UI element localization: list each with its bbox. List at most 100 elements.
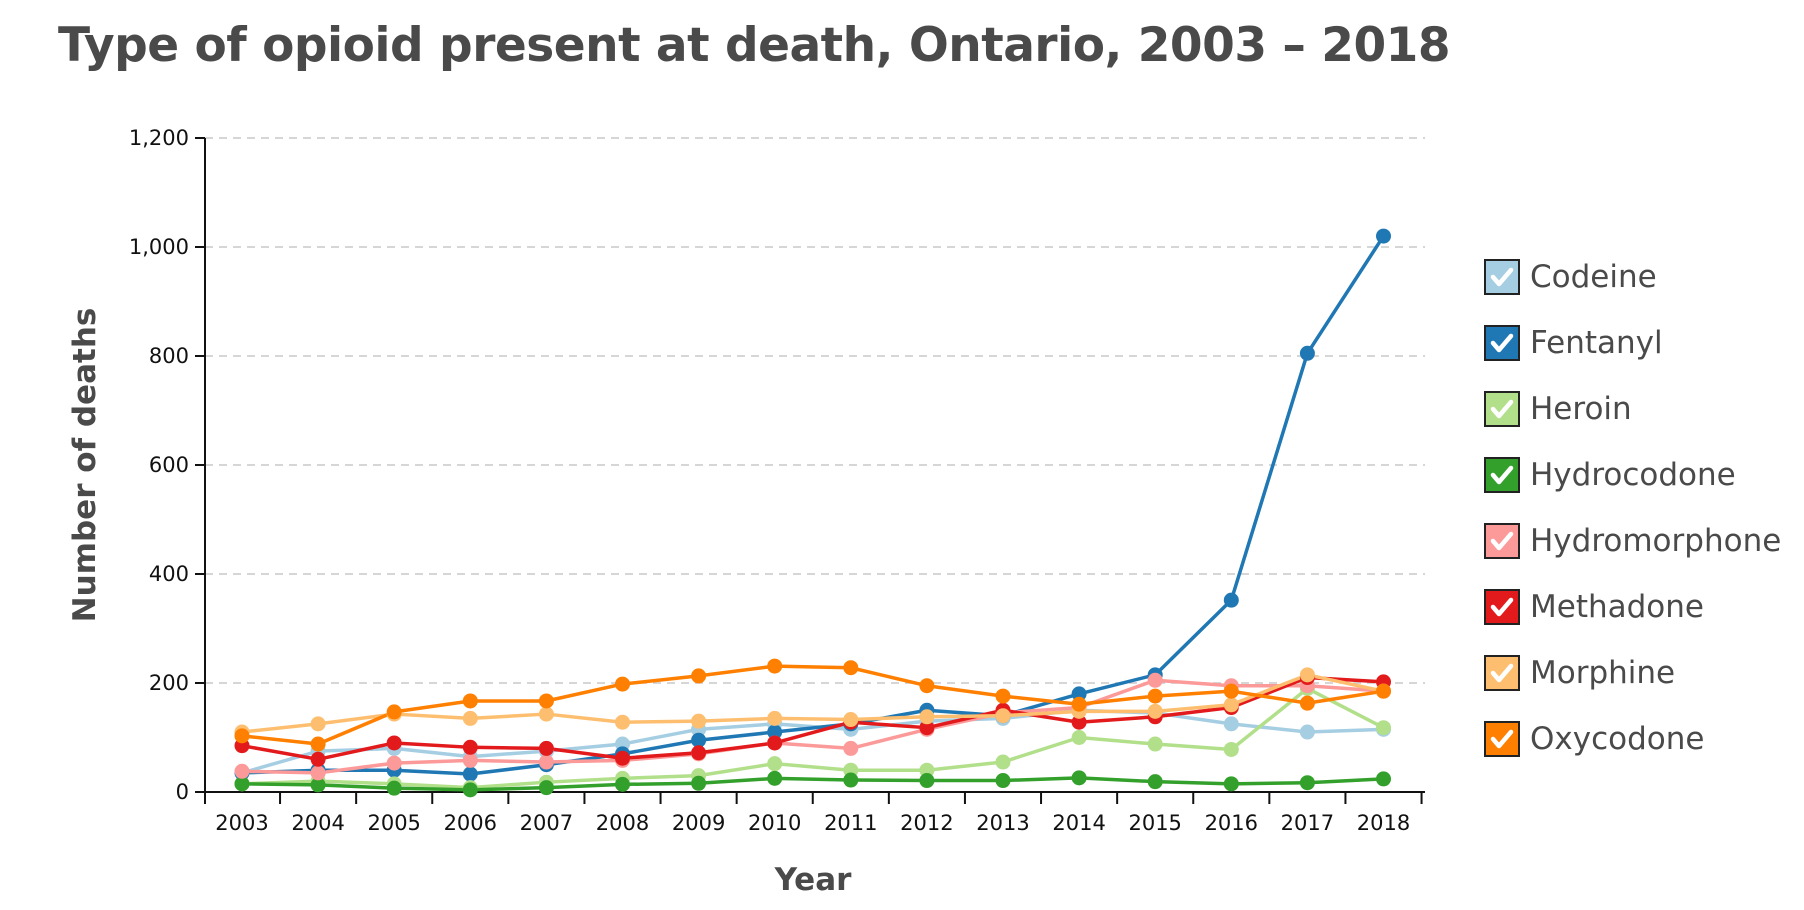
- legend-item-fentanyl[interactable]: Fentanyl: [1484, 310, 1781, 376]
- data-point-hydrocodone-2010[interactable]: [767, 770, 783, 786]
- data-point-morphine-2013[interactable]: [995, 708, 1011, 724]
- legend-item-methadone[interactable]: Methadone: [1484, 574, 1781, 640]
- data-point-morphine-2010[interactable]: [767, 710, 783, 726]
- data-point-morphine-2008[interactable]: [615, 714, 630, 730]
- data-point-morphine-2015[interactable]: [1147, 703, 1163, 719]
- data-point-fentanyl-2014[interactable]: [1071, 686, 1087, 702]
- data-point-codeine-2017[interactable]: [1299, 724, 1315, 740]
- data-point-hydrocodone-2009[interactable]: [691, 775, 707, 791]
- data-point-hydrocodone-2006[interactable]: [462, 782, 478, 798]
- legend-checkbox-methadone[interactable]: [1484, 589, 1520, 625]
- data-point-morphine-2004[interactable]: [310, 716, 326, 732]
- data-point-oxycodone-2004[interactable]: [310, 736, 326, 752]
- data-point-heroin-2015[interactable]: [1147, 736, 1163, 752]
- data-point-hydrocodone-2005[interactable]: [386, 780, 402, 796]
- data-point-methadone-2009[interactable]: [691, 745, 707, 761]
- data-point-morphine-2017[interactable]: [1299, 667, 1315, 683]
- y-tick-label: 600: [149, 453, 189, 477]
- data-point-oxycodone-2018[interactable]: [1376, 683, 1391, 699]
- data-point-hydromorphone-2005[interactable]: [386, 755, 402, 771]
- data-point-oxycodone-2006[interactable]: [462, 693, 478, 709]
- data-point-hydrocodone-2011[interactable]: [843, 772, 859, 788]
- legend-checkbox-hydrocodone[interactable]: [1484, 457, 1520, 493]
- data-point-fentanyl-2018[interactable]: [1376, 228, 1391, 244]
- data-point-oxycodone-2007[interactable]: [538, 693, 554, 709]
- data-point-methadone-2007[interactable]: [538, 740, 554, 756]
- data-point-oxycodone-2005[interactable]: [386, 704, 402, 720]
- data-point-hydrocodone-2003[interactable]: [234, 776, 250, 792]
- legend-checkbox-fentanyl[interactable]: [1484, 325, 1520, 361]
- data-point-fentanyl-2010[interactable]: [767, 724, 783, 740]
- data-point-fentanyl-2016[interactable]: [1223, 592, 1239, 608]
- data-point-hydrocodone-2013[interactable]: [995, 773, 1011, 789]
- legend-item-heroin[interactable]: Heroin: [1484, 376, 1781, 442]
- legend-checkbox-hydromorphone[interactable]: [1484, 523, 1520, 559]
- data-point-heroin-2018[interactable]: [1376, 720, 1391, 736]
- legend-item-hydrocodone[interactable]: Hydrocodone: [1484, 442, 1781, 508]
- data-point-hydrocodone-2015[interactable]: [1147, 774, 1163, 790]
- data-point-hydromorphone-2015[interactable]: [1147, 672, 1163, 688]
- data-point-hydrocodone-2014[interactable]: [1071, 770, 1087, 786]
- legend-checkbox-morphine[interactable]: [1484, 655, 1520, 691]
- y-tick-label: 800: [149, 344, 189, 368]
- legend-item-morphine[interactable]: Morphine: [1484, 640, 1781, 706]
- x-tick-label: 2011: [824, 811, 877, 835]
- data-point-oxycodone-2016[interactable]: [1223, 683, 1239, 699]
- data-point-morphine-2009[interactable]: [691, 713, 707, 729]
- data-point-fentanyl-2006[interactable]: [462, 766, 478, 782]
- data-point-morphine-2012[interactable]: [919, 709, 935, 725]
- data-point-hydrocodone-2017[interactable]: [1299, 775, 1315, 791]
- data-point-heroin-2012[interactable]: [919, 762, 935, 778]
- legend-checkbox-codeine[interactable]: [1484, 259, 1520, 295]
- data-point-hydromorphone-2011[interactable]: [843, 740, 859, 756]
- data-point-oxycodone-2011[interactable]: [843, 660, 859, 676]
- data-point-oxycodone-2012[interactable]: [919, 678, 935, 694]
- data-point-hydromorphone-2003[interactable]: [234, 763, 250, 779]
- legend-item-codeine[interactable]: Codeine: [1484, 244, 1781, 310]
- legend-item-oxycodone[interactable]: Oxycodone: [1484, 706, 1781, 772]
- data-point-methadone-2012[interactable]: [919, 720, 935, 736]
- data-point-fentanyl-2017[interactable]: [1299, 345, 1315, 361]
- data-point-hydromorphone-2004[interactable]: [310, 765, 326, 781]
- data-point-methadone-2006[interactable]: [462, 739, 478, 755]
- data-point-hydrocodone-2004[interactable]: [310, 777, 326, 793]
- data-point-morphine-2011[interactable]: [843, 712, 859, 728]
- data-point-codeine-2016[interactable]: [1223, 716, 1239, 732]
- data-point-methadone-2010[interactable]: [767, 735, 783, 751]
- data-point-methadone-2014[interactable]: [1071, 714, 1087, 730]
- data-point-morphine-2007[interactable]: [538, 706, 554, 722]
- data-point-hydrocodone-2016[interactable]: [1223, 776, 1239, 792]
- data-point-hydromorphone-2007[interactable]: [538, 754, 554, 770]
- legend-checkbox-heroin[interactable]: [1484, 391, 1520, 427]
- data-point-morphine-2006[interactable]: [462, 710, 478, 726]
- data-point-oxycodone-2017[interactable]: [1299, 695, 1315, 711]
- y-tick-label: 400: [149, 562, 189, 586]
- data-point-heroin-2014[interactable]: [1071, 730, 1087, 745]
- data-point-heroin-2010[interactable]: [767, 756, 783, 772]
- data-point-hydrocodone-2012[interactable]: [919, 773, 935, 789]
- data-point-oxycodone-2013[interactable]: [995, 688, 1011, 704]
- series-line-oxycodone: [241, 664, 1384, 746]
- data-point-hydromorphone-2006[interactable]: [462, 752, 478, 768]
- data-point-oxycodone-2014[interactable]: [1071, 696, 1087, 712]
- data-point-hydrocodone-2007[interactable]: [538, 780, 554, 796]
- data-point-heroin-2016[interactable]: [1223, 741, 1239, 757]
- data-point-hydrocodone-2008[interactable]: [615, 776, 630, 792]
- y-tick-label: 200: [149, 671, 189, 695]
- data-point-oxycodone-2009[interactable]: [691, 668, 707, 684]
- data-point-oxycodone-2015[interactable]: [1147, 688, 1163, 704]
- legend-checkbox-oxycodone[interactable]: [1484, 721, 1520, 757]
- data-point-hydrocodone-2018[interactable]: [1376, 771, 1391, 787]
- data-point-methadone-2008[interactable]: [615, 750, 630, 766]
- data-point-methadone-2005[interactable]: [386, 735, 402, 751]
- legend-item-hydromorphone[interactable]: Hydromorphone: [1484, 508, 1781, 574]
- legend-label: Hydromorphone: [1530, 523, 1782, 559]
- data-point-methadone-2004[interactable]: [310, 751, 326, 767]
- legend-label: Methadone: [1530, 589, 1704, 625]
- data-point-oxycodone-2003[interactable]: [234, 728, 250, 744]
- data-point-fentanyl-2009[interactable]: [691, 732, 707, 748]
- data-point-morphine-2016[interactable]: [1223, 697, 1239, 713]
- data-point-heroin-2013[interactable]: [995, 754, 1011, 770]
- data-point-oxycodone-2010[interactable]: [767, 658, 783, 674]
- data-point-oxycodone-2008[interactable]: [615, 676, 630, 692]
